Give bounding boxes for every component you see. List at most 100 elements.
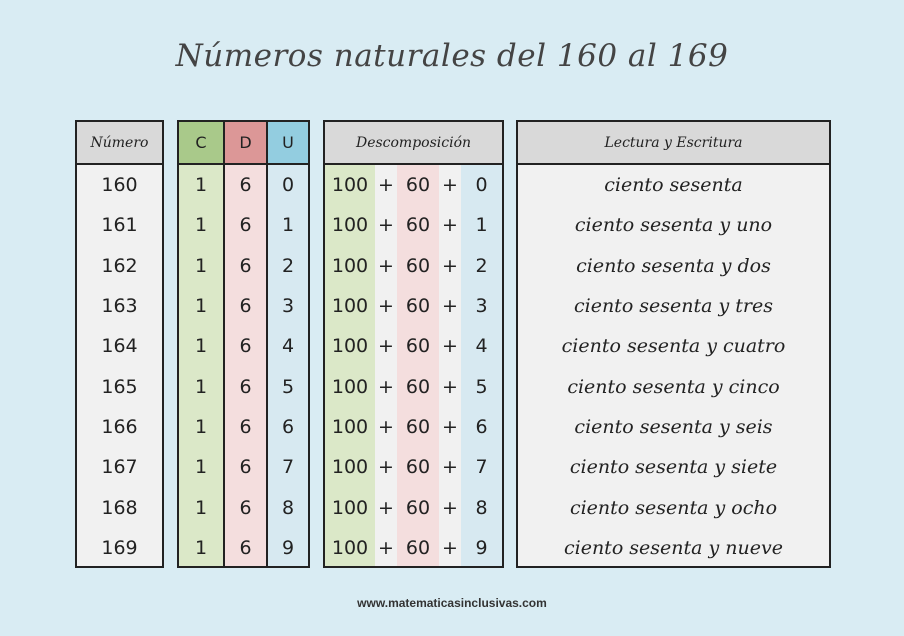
cell-dd: 60 [405,415,431,438]
cell-dd: 60 [405,254,431,277]
cell-du: 0 [475,174,488,197]
cell-du: 3 [475,295,488,318]
decenas-header: D [225,122,266,165]
cdu-table: C 1 1 1 1 1 1 1 1 1 1 D 6 6 6 6 6 6 6 6 6 6 U 0 1 2 3 4 5 6 7 8 9 [177,120,310,568]
numero-header: Número [77,122,162,165]
cell-dd: 60 [405,335,431,358]
descomposicion-plus-2: + + + + + + + + + + [439,165,461,566]
cell-d: 6 [239,496,252,519]
cell-d: 6 [239,174,252,197]
cell-c: 1 [194,496,208,519]
cell-c: 1 [194,536,208,559]
cell-dd: 60 [405,496,431,519]
cell-u: 6 [281,415,295,438]
cell-dc: 100 [331,415,369,438]
cell-lectura: ciento sesenta y uno [574,214,773,237]
cell-numero: 167 [101,456,138,479]
cell-lectura: ciento sesenta y dos [576,254,771,277]
descomposicion-centenas: 100 100 100 100 100 100 100 100 100 100 [325,165,375,566]
cell-dd: 60 [405,214,431,237]
cell-d: 6 [239,536,252,559]
cell-du: 9 [475,536,488,559]
numero-table: Número 160 161 162 163 164 165 166 167 168 169 [75,120,164,568]
descomposicion-decenas: 60 60 60 60 60 60 60 60 60 60 [397,165,439,566]
cell-d: 6 [239,415,252,438]
cell-lectura: ciento sesenta y nueve [563,536,783,559]
centenas-column: C 1 1 1 1 1 1 1 1 1 1 [179,122,223,566]
descomposicion-table: Descomposición 100 100 100 100 100 100 100 100 1… [323,120,504,568]
cell-numero: 164 [101,335,138,358]
cell-dc: 100 [331,536,369,559]
cell-dc: 100 [331,335,369,358]
cell-d: 6 [239,254,252,277]
cell-dc: 100 [331,254,369,277]
descomposicion-plus-1: + + + + + + + + + + [375,165,397,566]
descomposicion-unidades: 0 1 2 3 4 5 6 7 8 9 [461,165,502,566]
cell-dd: 60 [405,174,431,197]
cell-u: 1 [281,214,295,237]
page-title: Números naturales del 160 al 169 [175,38,729,74]
cell-c: 1 [194,335,208,358]
cell-plus: + [378,214,394,237]
cell-d: 6 [239,335,252,358]
cell-dc: 100 [331,375,369,398]
cell-u: 9 [281,536,295,559]
cell-dc: 100 [331,214,369,237]
cell-plus: + [442,375,458,398]
cell-plus: + [378,415,394,438]
cell-c: 1 [194,174,208,197]
cell-plus: + [442,456,458,479]
cell-numero: 162 [101,254,138,277]
cell-plus: + [442,415,458,438]
unidades-column: U 0 1 2 3 4 5 6 7 8 9 [266,122,308,566]
cell-plus: + [442,335,458,358]
cell-du: 5 [475,375,488,398]
cell-plus: + [378,295,394,318]
cell-du: 2 [475,254,488,277]
cell-du: 1 [475,214,488,237]
descomposicion-header: Descomposición [325,122,502,165]
cell-plus: + [378,456,394,479]
cell-plus: + [442,496,458,519]
cell-d: 6 [239,214,252,237]
numero-column: 160 161 162 163 164 165 166 167 168 169 [77,165,162,566]
cell-d: 6 [239,295,252,318]
cell-lectura: ciento sesenta y cinco [567,375,780,398]
cell-dc: 100 [331,496,369,519]
cell-c: 1 [194,415,208,438]
cell-plus: + [442,536,458,559]
cell-plus: + [378,496,394,519]
cell-numero: 166 [101,415,138,438]
cell-numero: 165 [101,375,138,398]
cell-u: 5 [281,375,295,398]
cell-du: 8 [475,496,488,519]
cell-du: 4 [475,335,488,358]
cell-lectura: ciento sesenta y siete [569,456,778,479]
cell-c: 1 [194,295,208,318]
cell-c: 1 [194,214,208,237]
cell-dd: 60 [405,536,431,559]
cell-dc: 100 [331,456,369,479]
cell-numero: 161 [101,214,138,237]
cell-lectura: ciento sesenta y seis [574,415,773,438]
cell-lectura: ciento sesenta [604,174,743,197]
lectura-table: Lectura y Escritura ciento sesenta ciento… [516,120,831,568]
cell-c: 1 [194,456,208,479]
cell-dc: 100 [331,295,369,318]
cell-u: 4 [281,335,295,358]
footer-url: www.matematicasinclusivas.com [357,596,547,610]
cell-dd: 60 [405,295,431,318]
cell-u: 7 [281,456,295,479]
decenas-column: D 6 6 6 6 6 6 6 6 6 6 [223,122,266,566]
cell-c: 1 [194,254,208,277]
cell-numero: 169 [101,536,138,559]
cell-lectura: ciento sesenta y cuatro [561,335,786,358]
cell-du: 7 [475,456,488,479]
cell-dd: 60 [405,375,431,398]
cell-lectura: ciento sesenta y tres [573,295,774,318]
cell-dc: 100 [331,174,369,197]
cell-du: 6 [475,415,488,438]
centenas-header: C [179,122,223,165]
cell-numero: 160 [101,174,138,197]
cell-plus: + [378,335,394,358]
